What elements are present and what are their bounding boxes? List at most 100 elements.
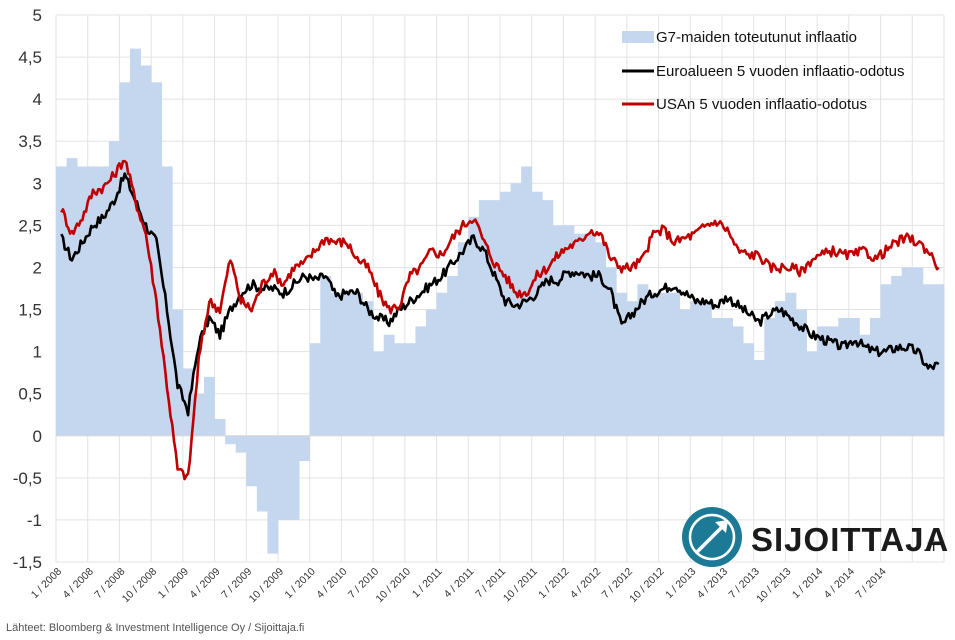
- bar: [595, 242, 607, 436]
- bar: [204, 376, 215, 436]
- bar: [552, 225, 564, 436]
- bar: [119, 82, 131, 436]
- bar: [309, 343, 321, 436]
- bar: [616, 292, 628, 436]
- sijoittaja-logo: SIJOITTAJA.fi: [682, 507, 949, 567]
- bar: [489, 200, 501, 436]
- bar: [531, 191, 543, 436]
- bar: [320, 275, 332, 436]
- y-tick-label: 0,5: [18, 385, 42, 404]
- bar: [246, 435, 258, 487]
- y-tick-label: 5: [33, 6, 42, 25]
- x-tick-label: 1 / 2011: [410, 566, 445, 601]
- x-tick-label: 1 / 2012: [536, 566, 571, 601]
- bar: [626, 301, 638, 436]
- bar: [796, 309, 807, 436]
- bar: [447, 275, 459, 436]
- logo-suffix: .fi: [923, 538, 935, 555]
- line-series: [60, 159, 940, 481]
- bar: [880, 284, 892, 436]
- bar: [838, 317, 850, 436]
- bar: [415, 326, 427, 436]
- y-axis: 5 4,5 4 3,5 3 2,5 2 1,5 1 0,5 0 -0,5 -1 -1,5: [13, 6, 42, 572]
- y-tick-label: -0,5: [13, 469, 42, 488]
- bar: [785, 292, 797, 436]
- bar: [774, 301, 786, 436]
- y-tick-label: -1: [27, 511, 42, 530]
- bar: [235, 435, 247, 453]
- bar: [362, 301, 374, 436]
- x-tick-label: 10 / 2009: [247, 566, 287, 606]
- bar: [404, 343, 416, 436]
- bar: [859, 334, 871, 436]
- bar: [574, 233, 585, 436]
- bar: [848, 317, 860, 436]
- bar: [764, 317, 776, 436]
- bar: [77, 166, 89, 436]
- bar: [172, 309, 184, 436]
- bar: [66, 158, 78, 436]
- bar: [341, 292, 353, 436]
- bar: [56, 166, 67, 436]
- bar: [870, 317, 881, 436]
- y-tick-label: 4: [33, 90, 42, 109]
- y-tick-label: 3,5: [18, 132, 42, 151]
- x-tick-label: 4 / 2012: [568, 566, 603, 601]
- bar: [383, 334, 395, 436]
- bar: [87, 166, 99, 436]
- bar: [743, 343, 755, 436]
- bar: [690, 301, 702, 436]
- y-tick-label: 2: [33, 258, 42, 277]
- bar: [933, 284, 945, 436]
- bar: [584, 233, 596, 436]
- bar: [256, 435, 268, 512]
- logo-text: SIJOITTAJA: [751, 521, 949, 558]
- bar: [373, 351, 385, 436]
- bar: [891, 275, 903, 436]
- bar: [637, 284, 649, 436]
- legend-label: USAn 5 vuoden inflaatio-odotus: [656, 96, 867, 113]
- bar: [817, 326, 829, 436]
- x-tick-label: 10 / 2008: [120, 566, 160, 606]
- bar: [700, 301, 712, 436]
- y-tick-label: 0: [33, 427, 42, 446]
- legend-label: Euroalueen 5 vuoden inflaatio-odotus: [656, 63, 905, 80]
- gridlines: [55, 14, 945, 563]
- bar: [457, 242, 469, 436]
- bar: [436, 292, 448, 436]
- x-tick-label: 1 / 2013: [663, 566, 698, 601]
- source-note: Lähteet: Bloomberg & Investment Intellig…: [6, 622, 305, 634]
- logo-arrow-icon: [682, 507, 742, 567]
- y-tick-label: 4,5: [18, 48, 42, 67]
- bar: [510, 183, 522, 436]
- bar: [225, 435, 237, 445]
- bar: [732, 326, 744, 436]
- bar: [648, 292, 659, 436]
- x-tick-label: 4 / 2010: [314, 566, 349, 601]
- legend-swatch-bar: [622, 31, 654, 43]
- bar: [827, 326, 839, 436]
- y-tick-label: -1,5: [13, 553, 42, 572]
- bar: [542, 200, 554, 436]
- bar: [711, 317, 723, 436]
- x-tick-label: 1 / 2009: [156, 566, 191, 601]
- x-tick-label: 4 / 2008: [61, 566, 96, 601]
- bar: [267, 435, 279, 554]
- bar: [151, 82, 163, 436]
- x-tick-label: 10 / 2013: [754, 566, 794, 606]
- line-euro-inflation-expectation: [60, 172, 940, 417]
- x-tick-label: 4 / 2014: [822, 566, 857, 601]
- bar: [563, 225, 575, 436]
- bar: [605, 267, 617, 436]
- x-tick-label: 4 / 2013: [695, 566, 730, 601]
- bar: [193, 393, 205, 436]
- bar: [722, 317, 733, 436]
- bar: [922, 284, 934, 436]
- bar: [352, 292, 363, 436]
- bar: [679, 309, 691, 436]
- x-tick-label: 1 / 2010: [283, 566, 318, 601]
- bar: [901, 267, 913, 436]
- bar: [299, 435, 311, 462]
